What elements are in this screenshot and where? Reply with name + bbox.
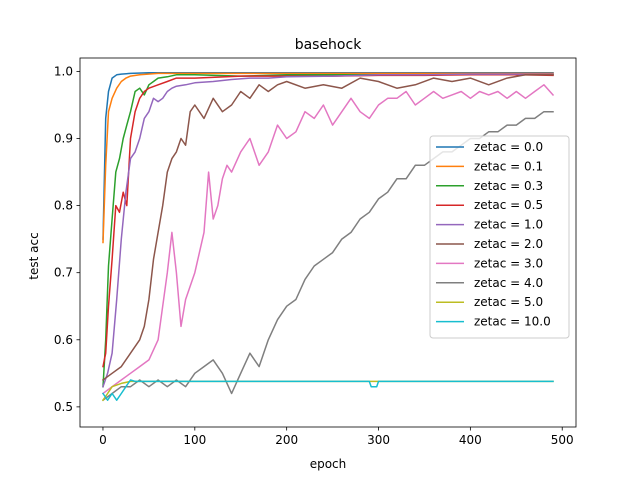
series-lines <box>101 72 555 402</box>
x-tick-label: 300 <box>367 433 390 447</box>
series-line-6 <box>101 84 555 395</box>
y-tick-label: 0.8 <box>54 199 73 213</box>
legend-label: zetac = 2.0 <box>474 237 543 251</box>
legend-label: zetac = 3.0 <box>474 256 543 270</box>
axes-frame <box>79 57 577 428</box>
x-tick-label: 200 <box>275 433 298 447</box>
y-axis-label: test acc <box>27 232 41 279</box>
y-tick-label: 0.5 <box>54 400 73 414</box>
y-axis: 0.5 0.6 0.7 0.8 0.9 1.0 <box>54 64 80 414</box>
legend: zetac = 0.0 zetac = 0.1 zetac = 0.3 zetac =… <box>429 135 570 339</box>
series-line-9 <box>101 379 554 401</box>
legend-label: zetac = 0.5 <box>474 198 543 212</box>
chart-title: basehock <box>295 37 363 53</box>
x-tick-label: 400 <box>459 433 482 447</box>
y-tick-label: 0.9 <box>54 132 73 146</box>
x-axis-label: epoch <box>310 457 347 471</box>
x-axis: 0 100 200 300 400 500 <box>99 427 574 447</box>
y-tick-label: 1.0 <box>54 64 73 78</box>
x-tick-label: 0 <box>99 433 107 447</box>
legend-label: zetac = 5.0 <box>474 295 543 309</box>
legend-box <box>429 135 570 339</box>
y-tick-label: 0.7 <box>54 266 73 280</box>
legend-label: zetac = 1.0 <box>474 218 543 232</box>
legend-label: zetac = 0.1 <box>474 159 543 173</box>
legend-label: zetac = 4.0 <box>474 276 543 290</box>
legend-label: zetac = 0.0 <box>474 140 543 154</box>
x-tick-label: 100 <box>183 433 206 447</box>
plot-area <box>79 57 577 428</box>
series-line-1 <box>102 72 554 244</box>
x-tick-label: 500 <box>551 433 574 447</box>
series-line-5 <box>101 74 554 382</box>
legend-label: zetac = 0.3 <box>474 179 543 193</box>
legend-label: zetac = 10.0 <box>474 315 551 329</box>
y-tick-label: 0.6 <box>54 333 73 347</box>
series-line-4 <box>102 73 554 388</box>
